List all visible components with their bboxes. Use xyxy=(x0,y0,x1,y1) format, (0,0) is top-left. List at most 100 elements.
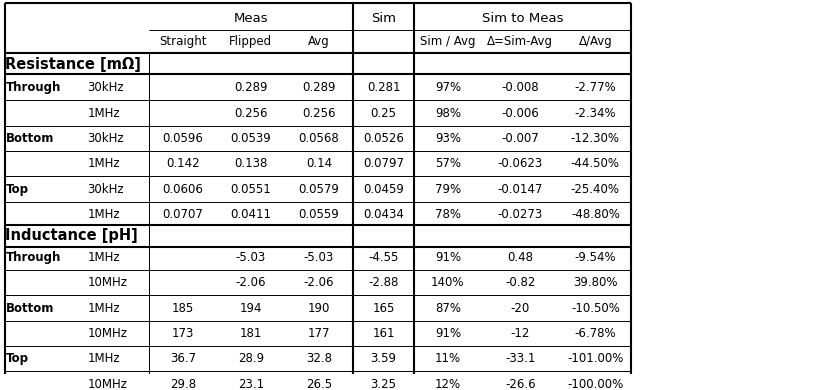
Text: -2.06: -2.06 xyxy=(303,277,334,289)
Text: Resistance [mΩ]: Resistance [mΩ] xyxy=(6,57,141,72)
Text: 30kHz: 30kHz xyxy=(87,183,124,195)
Text: -101.00%: -101.00% xyxy=(567,352,624,365)
Text: 30kHz: 30kHz xyxy=(87,132,124,145)
Text: Sim to Meas: Sim to Meas xyxy=(482,12,564,25)
Text: -0.82: -0.82 xyxy=(506,277,536,289)
Text: Top: Top xyxy=(6,352,29,365)
Text: 161: 161 xyxy=(372,327,395,340)
Text: 140%: 140% xyxy=(431,277,464,289)
Text: 185: 185 xyxy=(172,301,194,315)
Text: 181: 181 xyxy=(240,327,262,340)
Text: 0.0579: 0.0579 xyxy=(298,183,339,195)
Text: 0.0551: 0.0551 xyxy=(230,183,271,195)
Text: -2.06: -2.06 xyxy=(236,277,266,289)
Text: 1MHz: 1MHz xyxy=(87,251,120,264)
Text: Bottom: Bottom xyxy=(6,301,54,315)
Text: 1MHz: 1MHz xyxy=(87,301,120,315)
Text: 0.25: 0.25 xyxy=(371,106,396,120)
Text: -6.78%: -6.78% xyxy=(575,327,616,340)
Text: -0.0147: -0.0147 xyxy=(497,183,543,195)
Text: 36.7: 36.7 xyxy=(170,352,196,365)
Text: Δ=Sim-Avg: Δ=Sim-Avg xyxy=(487,35,553,48)
Text: Straight: Straight xyxy=(159,35,206,48)
Text: Sim: Sim xyxy=(371,12,396,25)
Text: 0.256: 0.256 xyxy=(234,106,268,120)
Text: 57%: 57% xyxy=(435,157,461,170)
Text: 1MHz: 1MHz xyxy=(87,208,120,221)
Text: 98%: 98% xyxy=(435,106,461,120)
Text: 190: 190 xyxy=(307,301,330,315)
Text: 1MHz: 1MHz xyxy=(87,106,120,120)
Text: 0.256: 0.256 xyxy=(302,106,335,120)
Text: -25.40%: -25.40% xyxy=(570,183,620,195)
Text: -10.50%: -10.50% xyxy=(571,301,620,315)
Text: 91%: 91% xyxy=(435,327,461,340)
Text: Top: Top xyxy=(6,183,29,195)
Text: 3.25: 3.25 xyxy=(371,378,396,390)
Text: 78%: 78% xyxy=(435,208,461,221)
Text: Δ/Avg: Δ/Avg xyxy=(579,35,612,48)
Text: 173: 173 xyxy=(172,327,194,340)
Text: -5.03: -5.03 xyxy=(303,251,334,264)
Text: -5.03: -5.03 xyxy=(236,251,266,264)
Text: Meas: Meas xyxy=(233,12,268,25)
Text: 165: 165 xyxy=(372,301,395,315)
Text: -0.006: -0.006 xyxy=(501,106,539,120)
Text: 0.281: 0.281 xyxy=(367,81,400,94)
Text: 1MHz: 1MHz xyxy=(87,157,120,170)
Text: 0.0568: 0.0568 xyxy=(298,132,339,145)
Text: Inductance [pH]: Inductance [pH] xyxy=(6,228,138,243)
Text: 0.0606: 0.0606 xyxy=(163,183,203,195)
Text: 91%: 91% xyxy=(435,251,461,264)
Text: -2.34%: -2.34% xyxy=(575,106,616,120)
Text: 10MHz: 10MHz xyxy=(87,378,127,390)
Text: 11%: 11% xyxy=(435,352,461,365)
Text: 12%: 12% xyxy=(435,378,461,390)
Text: 93%: 93% xyxy=(435,132,461,145)
Text: 0.289: 0.289 xyxy=(234,81,268,94)
Text: 79%: 79% xyxy=(435,183,461,195)
Text: -0.008: -0.008 xyxy=(501,81,539,94)
Text: 0.142: 0.142 xyxy=(166,157,200,170)
Text: 0.0539: 0.0539 xyxy=(230,132,271,145)
Text: -20: -20 xyxy=(510,301,530,315)
Text: -2.77%: -2.77% xyxy=(575,81,616,94)
Text: 0.14: 0.14 xyxy=(306,157,332,170)
Text: 0.0797: 0.0797 xyxy=(363,157,404,170)
Text: -0.0273: -0.0273 xyxy=(498,208,543,221)
Text: Flipped: Flipped xyxy=(229,35,272,48)
Text: 194: 194 xyxy=(239,301,262,315)
Text: 0.0707: 0.0707 xyxy=(163,208,203,221)
Text: -12: -12 xyxy=(510,327,530,340)
Text: 177: 177 xyxy=(307,327,330,340)
Text: 10MHz: 10MHz xyxy=(87,327,127,340)
Text: 0.0434: 0.0434 xyxy=(363,208,404,221)
Text: -9.54%: -9.54% xyxy=(575,251,616,264)
Text: Through: Through xyxy=(6,251,61,264)
Text: 0.0459: 0.0459 xyxy=(363,183,404,195)
Text: -0.0623: -0.0623 xyxy=(498,157,543,170)
Text: 30kHz: 30kHz xyxy=(87,81,124,94)
Text: Avg: Avg xyxy=(308,35,330,48)
Text: 39.80%: 39.80% xyxy=(573,277,617,289)
Text: -44.50%: -44.50% xyxy=(570,157,620,170)
Text: 0.48: 0.48 xyxy=(507,251,533,264)
Text: Bottom: Bottom xyxy=(6,132,54,145)
Text: 97%: 97% xyxy=(435,81,461,94)
Text: 23.1: 23.1 xyxy=(238,378,264,390)
Text: 1MHz: 1MHz xyxy=(87,352,120,365)
Text: 26.5: 26.5 xyxy=(306,378,332,390)
Text: -4.55: -4.55 xyxy=(368,251,399,264)
Text: -26.6: -26.6 xyxy=(505,378,536,390)
Text: 10MHz: 10MHz xyxy=(87,277,127,289)
Text: 0.0411: 0.0411 xyxy=(230,208,271,221)
Text: Sim / Avg: Sim / Avg xyxy=(420,35,476,48)
Text: -48.80%: -48.80% xyxy=(571,208,620,221)
Text: 0.138: 0.138 xyxy=(234,157,267,170)
Text: 0.0559: 0.0559 xyxy=(298,208,339,221)
Text: 87%: 87% xyxy=(435,301,461,315)
Text: 28.9: 28.9 xyxy=(238,352,264,365)
Text: -100.00%: -100.00% xyxy=(567,378,623,390)
Text: 0.0596: 0.0596 xyxy=(163,132,203,145)
Text: -0.007: -0.007 xyxy=(501,132,539,145)
